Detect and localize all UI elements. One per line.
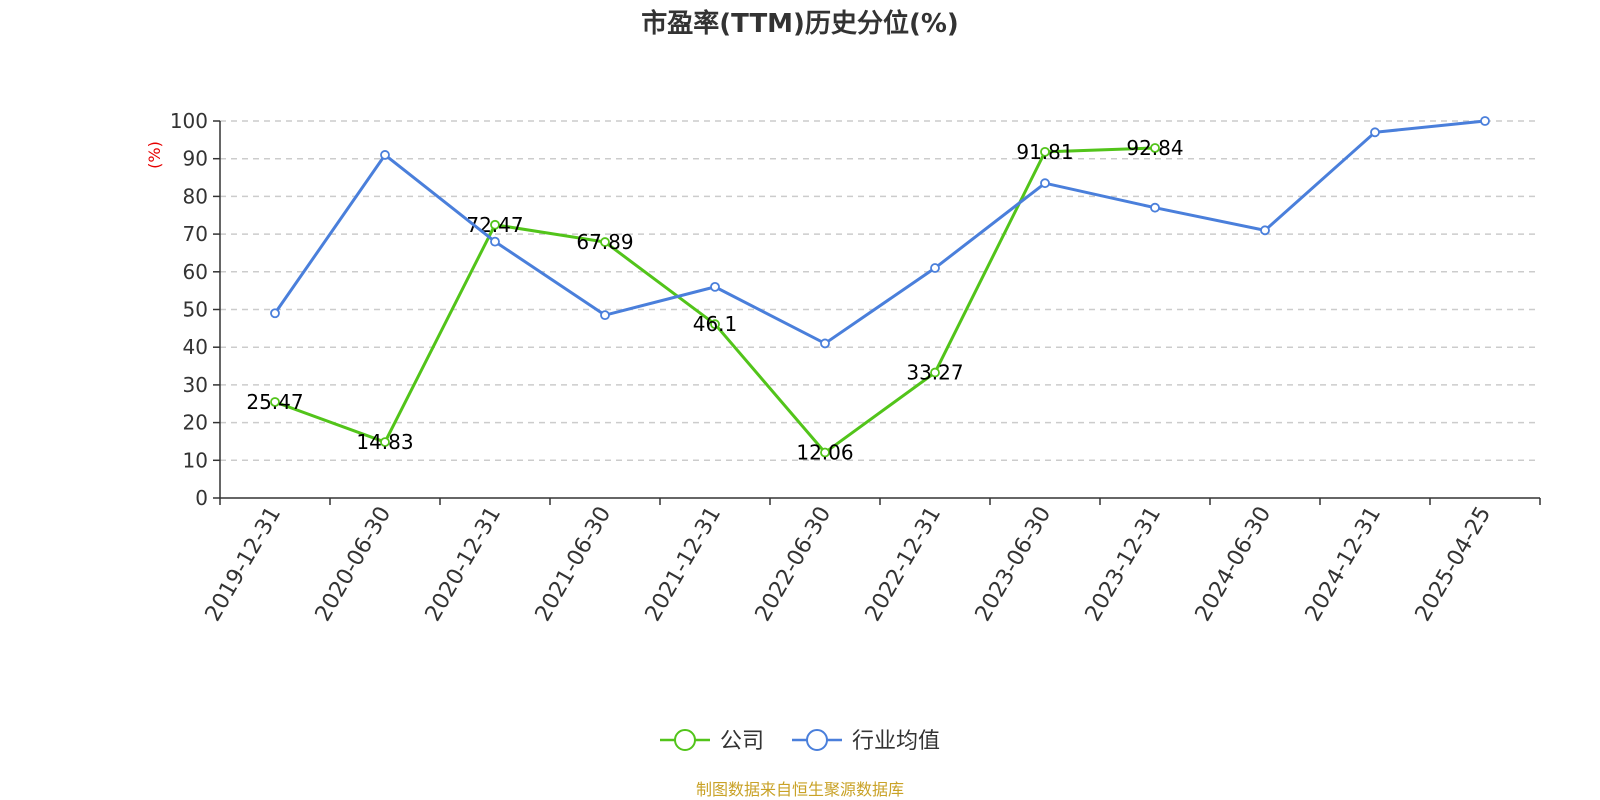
data-label: 92.84 [1126,136,1183,160]
axes [213,120,1541,505]
legend-label: 行业均值 [852,729,940,754]
y-tick-label: 30 [183,373,208,397]
y-tick-label: 60 [183,260,208,284]
x-tick-labels: 2019-12-31 2020-06-30 2020-12-31 2021-06-30… [201,503,1497,626]
y-tick-label: 80 [183,184,208,208]
data-label: 33.27 [906,361,963,385]
legend-item-2[interactable]: 行业均值 [792,729,940,754]
data-point[interactable] [820,338,830,349]
data-point[interactable] [1150,202,1160,213]
x-tick-label: 2024-06-30 [1191,503,1277,626]
data-point[interactable] [930,263,940,273]
y-axis-label: (%) [145,141,164,169]
data-label: 67.89 [576,230,633,254]
data-point[interactable] [380,150,390,160]
data-point[interactable] [380,437,390,447]
data-label: 46.1 [693,312,738,336]
data-point[interactable] [600,237,610,247]
y-tick-label: 100 [170,109,208,133]
y-tick-label: 50 [183,298,208,322]
x-tick-label: 2021-06-30 [531,503,617,626]
y-tick-labels: 0 10 20 30 40 50 60 70 80 90 100 [170,109,208,510]
data-point[interactable] [600,310,610,321]
data-point[interactable] [490,236,500,247]
x-tick-label: 2023-06-30 [971,503,1057,626]
legend[interactable]: 公司 行业均值 [660,729,940,754]
data-point[interactable] [820,447,830,458]
y-tick-label: 90 [183,147,208,171]
series-line [273,119,1486,346]
x-tick-label: 2025-04-25 [1411,503,1497,626]
x-tick-label: 2023-12-31 [1081,503,1167,626]
x-tick-label: 2021-12-31 [641,503,727,626]
series-2 [270,116,1490,349]
data-label: 12.06 [796,441,853,465]
data-label: 25.47 [246,390,303,414]
legend-item-1[interactable]: 公司 [660,729,764,754]
data-point[interactable] [270,397,280,407]
data-point[interactable] [490,219,500,230]
y-tick-label: 0 [195,486,208,510]
y-tick-label: 40 [183,335,208,359]
y-tick-label: 10 [183,448,208,472]
series-line [274,146,1156,455]
x-tick-label: 2020-06-30 [311,503,397,626]
x-tick-label: 2020-12-31 [421,503,507,626]
chart-title: 市盈率(TTM)历史分位(%) [641,8,959,39]
data-label: 91.81 [1016,140,1073,164]
x-tick-label: 2019-12-31 [201,503,287,626]
data-point[interactable] [1370,127,1380,138]
data-point[interactable] [270,308,280,319]
source-note: 制图数据来自恒生聚源数据库 [696,780,904,799]
data-label: 14.83 [356,430,413,454]
data-point[interactable] [1040,178,1050,189]
legend-marker-icon [674,729,696,751]
data-point[interactable] [930,367,940,378]
data-point[interactable] [1260,225,1270,236]
data-point[interactable] [1040,146,1050,157]
x-tick-label: 2022-12-31 [861,503,947,626]
x-tick-label: 2024-12-31 [1301,503,1387,626]
legend-marker-icon [806,729,828,751]
y-tick-label: 70 [183,222,208,246]
data-point[interactable] [710,319,720,330]
data-point[interactable] [1480,116,1490,126]
data-point[interactable] [1150,143,1160,153]
legend-label: 公司 [720,729,764,754]
data-point[interactable] [710,281,720,292]
y-tick-label: 20 [183,411,208,435]
grid-lines [220,120,1540,462]
x-tick-label: 2022-06-30 [751,503,837,626]
